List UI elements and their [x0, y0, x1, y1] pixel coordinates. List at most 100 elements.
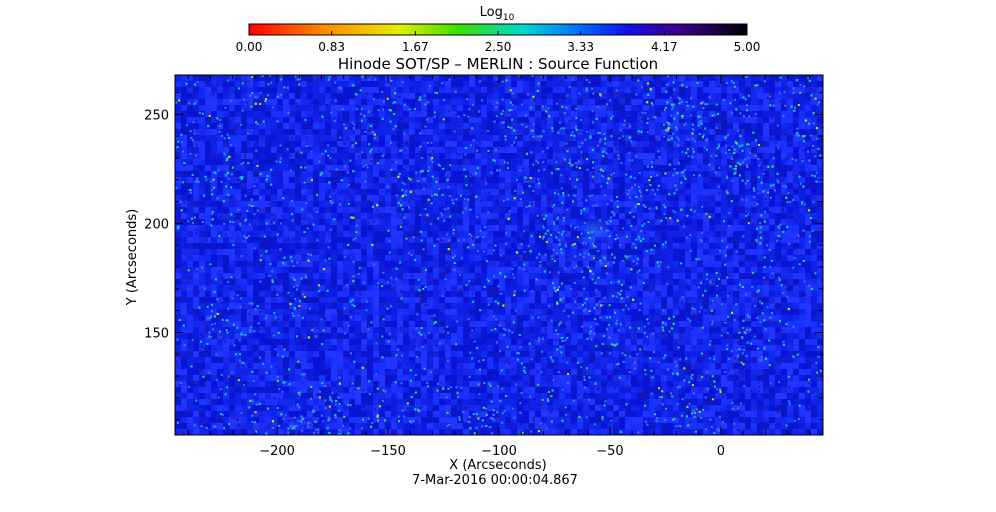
heatmap-cell	[331, 213, 337, 219]
heatmap-cell	[199, 147, 205, 153]
heatmap-cell	[577, 267, 583, 273]
heatmap-cell	[517, 129, 523, 135]
heatmap-cell	[577, 135, 583, 141]
heatmap-cell	[217, 147, 223, 153]
heatmap-cell	[283, 201, 289, 207]
heatmap-cell	[397, 141, 403, 147]
heatmap-cell	[577, 339, 583, 345]
heatmap-cell	[763, 147, 769, 153]
heatmap-cell	[229, 117, 235, 123]
heatmap-cell	[205, 153, 211, 159]
heatmap-cell	[445, 303, 451, 309]
heatmap-cell	[265, 273, 271, 279]
heatmap-cell	[307, 189, 313, 195]
heatmap-cell	[709, 327, 715, 333]
heatmap-cell	[319, 129, 325, 135]
heatmap-cell	[673, 153, 679, 159]
heatmap-cell	[583, 279, 589, 285]
heatmap-cell	[661, 141, 667, 147]
heatmap-cell	[193, 345, 199, 351]
heatmap-cell	[721, 195, 727, 201]
heatmap-cell	[247, 321, 253, 327]
heatmap-cell	[607, 195, 613, 201]
heatmap-cell	[595, 195, 601, 201]
heatmap-cell	[655, 231, 661, 237]
heatmap-cell	[715, 225, 721, 231]
heatmap-cell	[565, 327, 571, 333]
heatmap-cell	[325, 87, 331, 93]
heatmap-cell	[781, 327, 787, 333]
heatmap-cell	[307, 225, 313, 231]
heatmap-cell	[805, 291, 811, 297]
heatmap-cell	[451, 339, 457, 345]
heatmap-cell	[493, 117, 499, 123]
heatmap-cell	[253, 123, 259, 129]
heatmap-cell	[643, 159, 649, 165]
heatmap-cell	[469, 81, 475, 87]
heatmap-cell	[499, 93, 505, 99]
heatmap-cell	[649, 231, 655, 237]
heatmap-cell	[589, 249, 595, 255]
heatmap-cell	[211, 171, 217, 177]
heatmap-cell	[553, 267, 559, 273]
heatmap-cell	[241, 93, 247, 99]
heatmap-cell	[463, 297, 469, 303]
heatmap-cell	[193, 75, 199, 81]
heatmap-cell	[715, 315, 721, 321]
heatmap-cell	[727, 117, 733, 123]
heatmap-cell	[409, 333, 415, 339]
heatmap-cell	[781, 111, 787, 117]
heatmap-cell	[469, 129, 475, 135]
heatmap-cell	[781, 237, 787, 243]
heatmap-cell	[505, 189, 511, 195]
heatmap-cell	[487, 345, 493, 351]
heatmap-cell	[361, 339, 367, 345]
heatmap-cell	[733, 291, 739, 297]
heatmap-cell	[781, 303, 787, 309]
heatmap-cell	[415, 273, 421, 279]
heatmap-cell	[481, 99, 487, 105]
heatmap-cell	[793, 219, 799, 225]
heatmap-cell	[757, 165, 763, 171]
heatmap-cell	[583, 321, 589, 327]
heatmap-cell	[289, 111, 295, 117]
heatmap-cell	[475, 99, 481, 105]
heatmap-cell	[613, 315, 619, 321]
heatmap-cell	[433, 117, 439, 123]
heatmap-cell	[697, 165, 703, 171]
heatmap-cell	[775, 153, 781, 159]
heatmap-cell	[211, 93, 217, 99]
heatmap-cell	[637, 273, 643, 279]
heatmap-cell	[391, 333, 397, 339]
heatmap-cell	[769, 279, 775, 285]
heatmap-cell	[271, 99, 277, 105]
heatmap-cell	[343, 279, 349, 285]
heatmap-cell	[721, 111, 727, 117]
heatmap-cell	[535, 225, 541, 231]
heatmap-cell	[373, 297, 379, 303]
heatmap-cell	[193, 267, 199, 273]
heatmap-cell	[175, 315, 181, 321]
heatmap-cell	[235, 183, 241, 189]
heatmap-cell	[445, 105, 451, 111]
heatmap-cell	[217, 327, 223, 333]
heatmap-cell	[811, 135, 817, 141]
heatmap-cell	[697, 291, 703, 297]
heatmap-cell	[637, 99, 643, 105]
heatmap-cell	[313, 219, 319, 225]
heatmap-cell	[481, 219, 487, 225]
heatmap-cell	[661, 315, 667, 321]
heatmap-cell	[757, 123, 763, 129]
heatmap-cell	[565, 195, 571, 201]
heatmap-cell	[301, 279, 307, 285]
heatmap-cell	[673, 339, 679, 345]
heatmap-cell	[721, 105, 727, 111]
heatmap-cell	[559, 339, 565, 345]
heatmap-cell	[283, 93, 289, 99]
heatmap-cell	[331, 201, 337, 207]
heatmap-cell	[331, 87, 337, 93]
heatmap-cell	[355, 123, 361, 129]
heatmap-cell	[643, 297, 649, 303]
heatmap-cell	[649, 303, 655, 309]
heatmap-cell	[619, 87, 625, 93]
